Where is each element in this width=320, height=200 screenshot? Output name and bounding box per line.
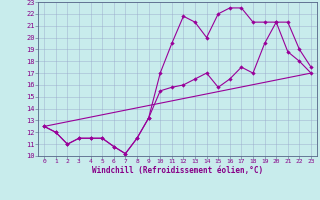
X-axis label: Windchill (Refroidissement éolien,°C): Windchill (Refroidissement éolien,°C) <box>92 166 263 175</box>
